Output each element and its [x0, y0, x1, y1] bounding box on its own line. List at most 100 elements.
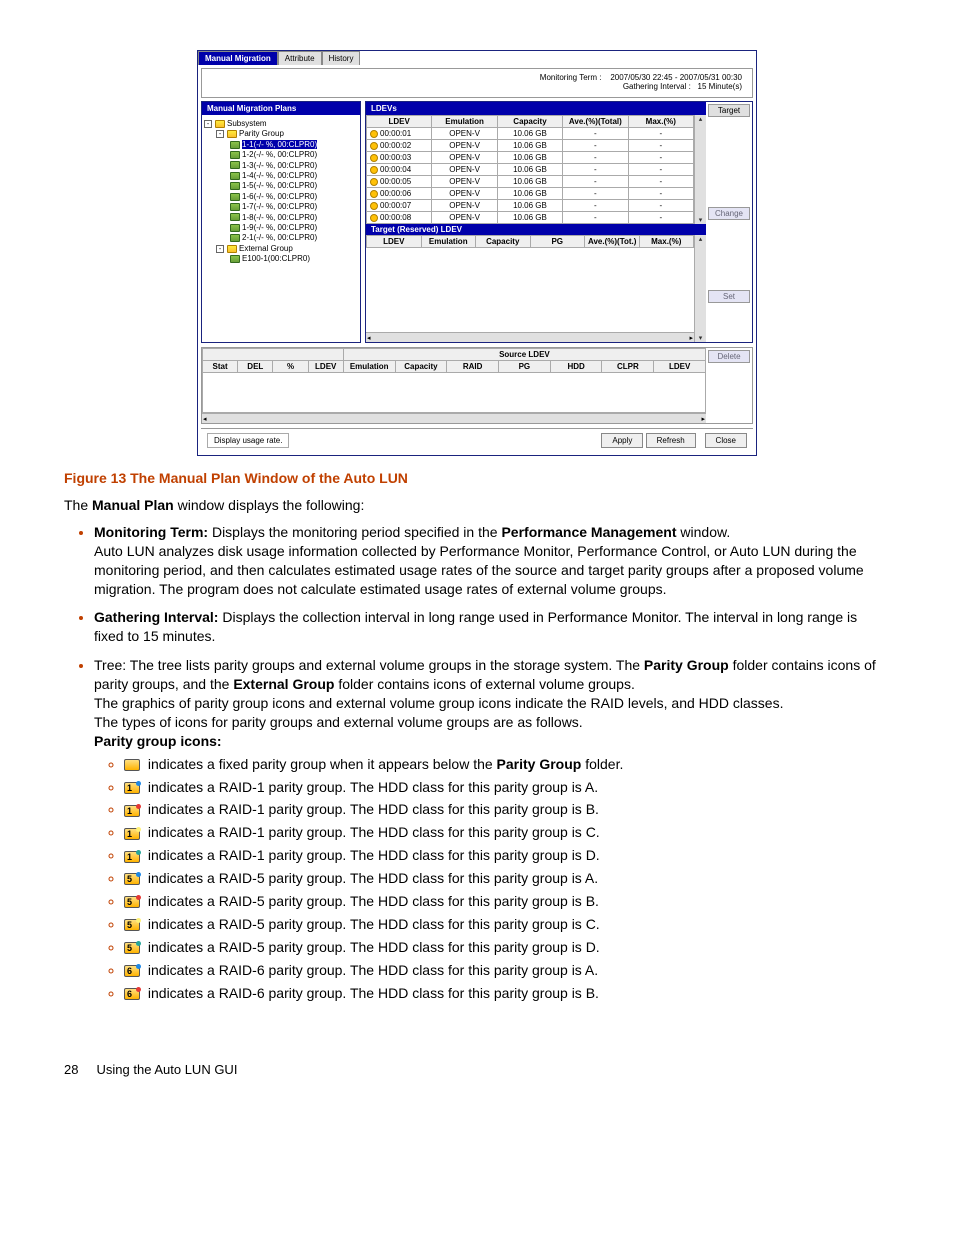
table-cell: -: [563, 140, 628, 152]
list-item: 5 indicates a RAID-5 parity group. The H…: [124, 938, 890, 957]
column-header[interactable]: Capacity: [476, 236, 531, 248]
column-header[interactable]: Max.(%): [639, 236, 694, 248]
refresh-button[interactable]: Refresh: [646, 433, 696, 448]
tree-parity-item[interactable]: 1-3(-/- %, 00:CLPR0): [204, 161, 358, 171]
table-cell: 10.06 GB: [497, 200, 562, 212]
table-cell: 00:00:03: [367, 152, 432, 164]
text: indicates a RAID-1 parity group. The HDD…: [144, 801, 599, 817]
text: indicates a RAID-1 parity group. The HDD…: [144, 779, 598, 795]
column-header[interactable]: Ave.(%)(Tot.): [585, 236, 640, 248]
target-reserved-title: Target (Reserved) LDEV: [366, 224, 706, 235]
table-row[interactable]: 00:00:01OPEN-V10.06 GB--: [367, 128, 694, 140]
tab-manual-migration[interactable]: Manual Migration: [198, 51, 278, 65]
tree-parity-item[interactable]: 1-1(-/- %, 00:CLPR0): [204, 140, 358, 150]
tree-parity-item[interactable]: 1-9(-/- %, 00:CLPR0): [204, 223, 358, 233]
target-table: LDEVEmulationCapacityPGAve.(%)(Tot.)Max.…: [366, 235, 694, 248]
horizontal-scrollbar[interactable]: ◂▸: [202, 413, 706, 423]
text: folder.: [581, 756, 623, 772]
text: The graphics of parity group icons and e…: [94, 695, 783, 711]
table-cell: 00:00:07: [367, 200, 432, 212]
column-header[interactable]: CLPR: [602, 361, 654, 373]
table-row[interactable]: 00:00:04OPEN-V10.06 GB--: [367, 164, 694, 176]
raid-icon: [230, 224, 240, 232]
text-bold: Monitoring Term:: [94, 524, 208, 540]
close-button[interactable]: Close: [705, 433, 747, 448]
change-button[interactable]: Change: [708, 207, 750, 220]
column-header[interactable]: RAID: [447, 361, 499, 373]
tree-parity-item[interactable]: 1-7(-/- %, 00:CLPR0): [204, 202, 358, 212]
table-row[interactable]: 00:00:05OPEN-V10.06 GB--: [367, 176, 694, 188]
tree-parity-item[interactable]: 2-1(-/- %, 00:CLPR0): [204, 233, 358, 243]
tab-history[interactable]: History: [322, 51, 361, 65]
tree-parity-item[interactable]: 1-6(-/- %, 00:CLPR0): [204, 192, 358, 202]
column-header[interactable]: Emulation: [421, 236, 476, 248]
table-row[interactable]: 00:00:08OPEN-V10.06 GB--: [367, 212, 694, 224]
column-header[interactable]: PG: [530, 236, 585, 248]
column-header[interactable]: LDEV: [367, 236, 422, 248]
delete-button[interactable]: Delete: [708, 350, 750, 363]
tree-parity-group[interactable]: Parity Group: [239, 129, 284, 138]
column-header[interactable]: LDEV: [308, 361, 343, 373]
text-bold: Performance Management: [501, 524, 676, 540]
table-cell: OPEN-V: [432, 200, 497, 212]
horizontal-scrollbar[interactable]: ◂▸: [366, 332, 694, 342]
raid-icon: [230, 182, 240, 190]
collapse-icon[interactable]: -: [216, 245, 224, 253]
table-cell: 10.06 GB: [497, 212, 562, 224]
list-item: 5 indicates a RAID-5 parity group. The H…: [124, 869, 890, 888]
column-header[interactable]: PG: [499, 361, 551, 373]
vertical-scrollbar[interactable]: ▴▾: [694, 115, 706, 224]
table-cell: OPEN-V: [432, 140, 497, 152]
column-header[interactable]: Ave.(%)(Total): [563, 116, 628, 128]
column-header[interactable]: %: [273, 361, 308, 373]
ldev-icon: [370, 130, 378, 138]
table-row[interactable]: 00:00:07OPEN-V10.06 GB--: [367, 200, 694, 212]
table-cell: -: [628, 152, 693, 164]
collapse-icon[interactable]: -: [204, 120, 212, 128]
status-bar: Display usage rate. Apply Refresh Close: [201, 428, 753, 452]
tab-attribute[interactable]: Attribute: [278, 51, 322, 65]
column-header[interactable]: DEL: [238, 361, 273, 373]
tree-parity-item[interactable]: 1-2(-/- %, 00:CLPR0): [204, 150, 358, 160]
column-header[interactable]: Stat: [203, 361, 238, 373]
table-cell: -: [628, 164, 693, 176]
tab-bar: Manual MigrationAttributeHistory: [198, 51, 756, 65]
table-cell: -: [628, 140, 693, 152]
tree-root[interactable]: Subsystem: [227, 119, 267, 128]
table-row[interactable]: 00:00:03OPEN-V10.06 GB--: [367, 152, 694, 164]
set-button[interactable]: Set: [708, 290, 750, 303]
list-item: Gathering Interval: Displays the collect…: [94, 608, 890, 646]
table-cell: -: [563, 164, 628, 176]
vertical-scrollbar[interactable]: ▴▾: [694, 235, 706, 342]
list-item: 1 indicates a RAID-1 parity group. The H…: [124, 800, 890, 819]
tree-parity-item[interactable]: 1-5(-/- %, 00:CLPR0): [204, 181, 358, 191]
table-row[interactable]: 00:00:06OPEN-V10.06 GB--: [367, 188, 694, 200]
tree-external-group[interactable]: External Group: [239, 244, 293, 253]
table-row[interactable]: 00:00:02OPEN-V10.06 GB--: [367, 140, 694, 152]
column-header[interactable]: HDD: [550, 361, 602, 373]
collapse-icon[interactable]: -: [216, 130, 224, 138]
parity-group-icon: 5: [124, 942, 140, 954]
table-cell: -: [563, 176, 628, 188]
apply-button[interactable]: Apply: [601, 433, 643, 448]
parity-group-icon: [124, 759, 140, 771]
column-header[interactable]: Emulation: [343, 361, 395, 373]
column-header[interactable]: Emulation: [432, 116, 497, 128]
monitoring-term-value: 2007/05/30 22:45 - 2007/05/31 00:30: [610, 73, 742, 82]
column-header[interactable]: LDEV: [654, 361, 706, 373]
migration-plans-panel: Manual Migration Plans -Subsystem -Parit…: [201, 101, 361, 343]
tree-parity-item[interactable]: 1-4(-/- %, 00:CLPR0): [204, 171, 358, 181]
column-header[interactable]: Max.(%): [628, 116, 693, 128]
tree-external-item[interactable]: E100-1(00:CLPR0): [242, 254, 310, 263]
table-cell: 00:00:06: [367, 188, 432, 200]
target-button[interactable]: Target: [708, 104, 750, 117]
tree-parity-item[interactable]: 1-8(-/- %, 00:CLPR0): [204, 213, 358, 223]
column-header[interactable]: Capacity: [497, 116, 562, 128]
parity-tree[interactable]: -Subsystem -Parity Group 1-1(-/- %, 00:C…: [202, 115, 360, 268]
ldev-icon: [370, 154, 378, 162]
column-header[interactable]: LDEV: [367, 116, 432, 128]
parity-group-icon: 5: [124, 919, 140, 931]
text-bold: Parity Group: [644, 657, 729, 673]
table-cell: 10.06 GB: [497, 164, 562, 176]
column-header[interactable]: Capacity: [395, 361, 447, 373]
